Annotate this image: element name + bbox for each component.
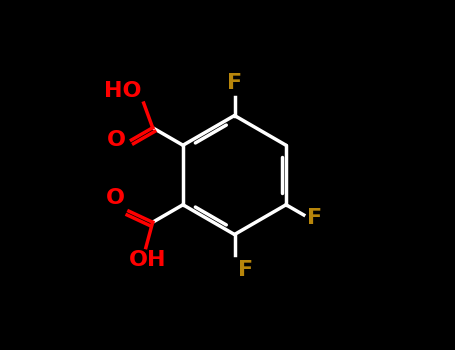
Text: O: O — [107, 130, 126, 150]
Text: F: F — [307, 209, 323, 229]
Text: F: F — [238, 260, 253, 280]
Text: F: F — [227, 73, 242, 93]
Text: HO: HO — [105, 81, 142, 102]
Text: O: O — [106, 188, 126, 208]
Text: OH: OH — [129, 250, 167, 271]
